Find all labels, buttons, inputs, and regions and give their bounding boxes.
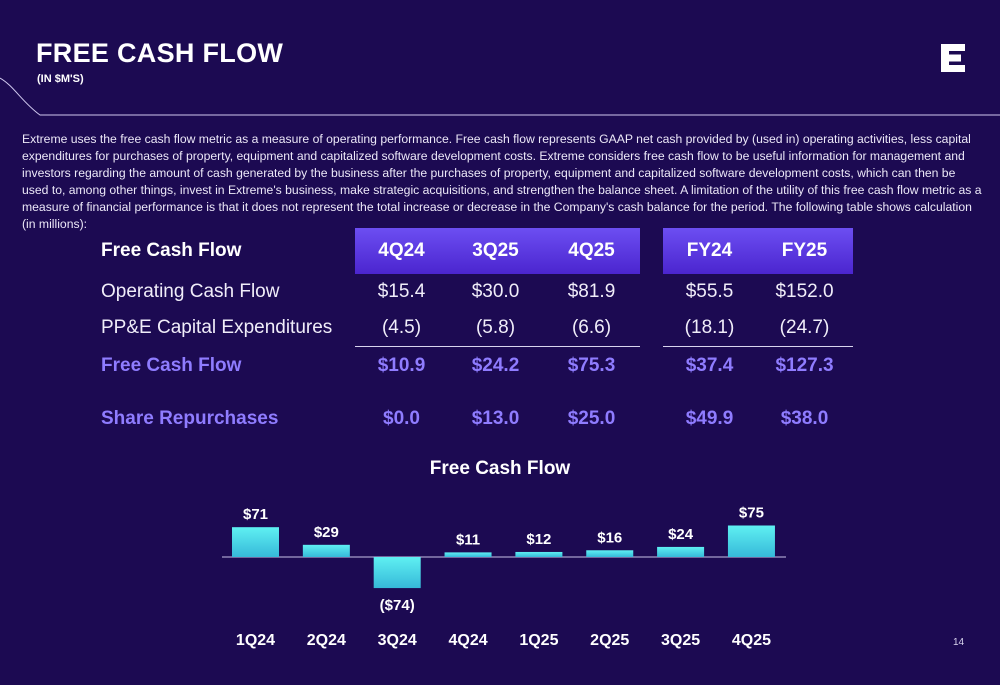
table-cell: $37.4 bbox=[685, 355, 734, 376]
column-header: 4Q24 bbox=[378, 240, 425, 261]
column-header: FY25 bbox=[781, 240, 828, 261]
chart-category-label: 4Q25 bbox=[732, 632, 771, 649]
chart-data-label: $71 bbox=[243, 506, 268, 523]
table-row-operating-cash-flow: Operating Cash Flow $15.4 $30.0 $81.9 $5… bbox=[0, 277, 1000, 307]
column-header: 4Q25 bbox=[568, 240, 615, 261]
table-cell: (18.1) bbox=[684, 317, 735, 338]
table-cell: $75.3 bbox=[567, 355, 616, 376]
chart-bar-4q25 bbox=[727, 525, 775, 557]
row-label: Free Cash Flow bbox=[101, 355, 242, 376]
chart-category-label: 2Q24 bbox=[307, 632, 346, 649]
chart-bar-2q24 bbox=[302, 544, 350, 557]
table-cell: $25.0 bbox=[567, 408, 616, 429]
chart-category-label: 2Q25 bbox=[590, 632, 629, 649]
table-header-label: Free Cash Flow bbox=[101, 240, 242, 261]
table-header-row: Free Cash Flow 4Q24 3Q25 4Q25 FY24 FY25 bbox=[0, 236, 1000, 266]
chart-data-label: $24 bbox=[668, 526, 694, 543]
chart-title: Free Cash Flow bbox=[429, 458, 571, 479]
table-cell: $152.0 bbox=[775, 281, 834, 302]
chart-data-label: $29 bbox=[314, 524, 339, 541]
table-cell: $30.0 bbox=[471, 281, 520, 302]
chart-data-label: $11 bbox=[456, 531, 480, 548]
chart-category-label: 1Q24 bbox=[236, 632, 275, 649]
chart-category-label: 3Q24 bbox=[378, 632, 417, 649]
table-cell: (4.5) bbox=[381, 317, 422, 338]
page-number: 14 bbox=[953, 637, 965, 648]
chart-bar-1q25 bbox=[515, 551, 563, 557]
page-title: FREE CASH FLOW bbox=[36, 38, 284, 68]
chart-data-label: $12 bbox=[526, 531, 551, 548]
table-cell: (5.8) bbox=[475, 317, 516, 338]
table-cell: $10.9 bbox=[377, 355, 426, 376]
table-cell: $127.3 bbox=[775, 355, 834, 376]
row-label: Share Repurchases bbox=[101, 408, 279, 429]
table-cell: (24.7) bbox=[779, 317, 830, 338]
quarter-header-bg bbox=[355, 228, 640, 274]
table-cell: $49.9 bbox=[685, 408, 734, 429]
table-cell: $13.0 bbox=[471, 408, 520, 429]
chart-category-label: 1Q25 bbox=[519, 632, 558, 649]
chart-bar-3q24 bbox=[373, 557, 421, 589]
chart-bar-2q25 bbox=[586, 550, 634, 557]
table-cell: $24.2 bbox=[471, 355, 520, 376]
table-cell: $38.0 bbox=[780, 408, 829, 429]
chart-bar-3q25 bbox=[657, 546, 705, 557]
chart-data-label: ($74) bbox=[380, 597, 415, 614]
extreme-e-logo-icon bbox=[941, 44, 965, 72]
table-cell: $55.5 bbox=[685, 281, 734, 302]
chart-category-label: 3Q25 bbox=[661, 632, 700, 649]
chart-data-label: $16 bbox=[597, 529, 622, 546]
row-label: Operating Cash Flow bbox=[101, 281, 280, 302]
fiscal-year-header-bg bbox=[663, 228, 853, 274]
table-cell: $81.9 bbox=[567, 281, 616, 302]
total-divider bbox=[355, 346, 640, 347]
row-label: PP&E Capital Expenditures bbox=[101, 317, 333, 338]
table-cell: $0.0 bbox=[383, 408, 420, 429]
table-row-free-cash-flow: Free Cash Flow $10.9 $24.2 $75.3 $37.4 $… bbox=[0, 351, 1000, 381]
column-header: 3Q25 bbox=[472, 240, 519, 261]
table-row-ppe-capex: PP&E Capital Expenditures (4.5) (5.8) (6… bbox=[0, 313, 1000, 343]
table-row-share-repurchases: Share Repurchases $0.0 $13.0 $25.0 $49.9… bbox=[0, 404, 1000, 434]
chart-bar-4q24 bbox=[444, 552, 492, 557]
page-subtitle: (IN $M'S) bbox=[37, 73, 84, 85]
total-divider bbox=[663, 346, 853, 347]
chart-category-label: 4Q24 bbox=[448, 632, 487, 649]
table-cell: $15.4 bbox=[377, 281, 426, 302]
table-cell: (6.6) bbox=[571, 317, 612, 338]
chart-bar-1q24 bbox=[232, 527, 279, 557]
chart-data-label: $75 bbox=[739, 505, 764, 522]
description-paragraph: Extreme uses the free cash flow metric a… bbox=[22, 132, 982, 231]
column-header: FY24 bbox=[686, 240, 733, 261]
decorative-curve bbox=[0, 77, 1000, 116]
